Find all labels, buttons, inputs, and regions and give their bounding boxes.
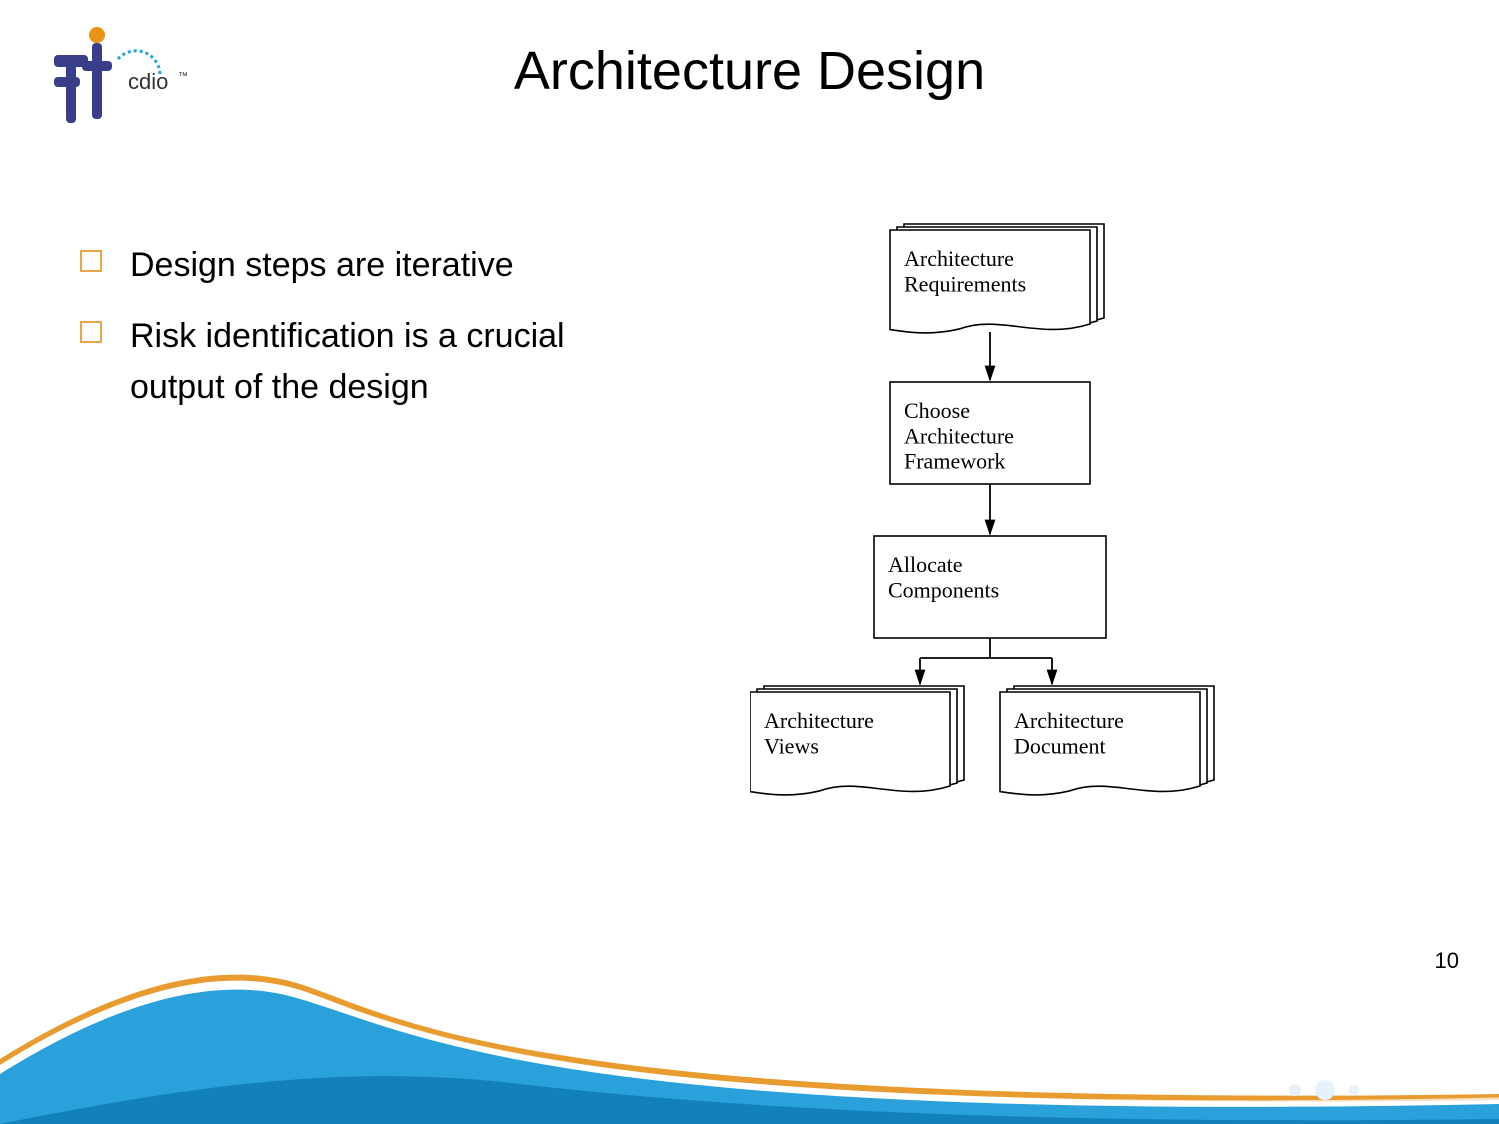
bullet-square-icon	[80, 250, 102, 272]
list-item: Design steps are iterative	[80, 240, 640, 291]
svg-text:Architecture: Architecture	[1014, 708, 1124, 733]
svg-text:Architecture: Architecture	[764, 708, 874, 733]
footer-dots	[1289, 1080, 1359, 1100]
svg-text:Architecture: Architecture	[904, 423, 1014, 448]
bullet-square-icon	[80, 321, 102, 343]
dot-icon	[1315, 1080, 1335, 1100]
svg-text:Requirements: Requirements	[904, 271, 1026, 296]
flowchart: ArchitectureRequirementsChooseArchitectu…	[750, 220, 1250, 840]
page-title: Architecture Design	[0, 40, 1499, 102]
dot-icon	[1349, 1085, 1359, 1095]
bullet-list: Design steps are iterative Risk identifi…	[80, 240, 640, 433]
svg-text:Choose: Choose	[904, 398, 970, 423]
svg-text:Views: Views	[764, 733, 819, 758]
footer-wave	[0, 924, 1499, 1124]
svg-text:Architecture: Architecture	[904, 246, 1014, 271]
bullet-text: Risk identification is a crucial output …	[130, 311, 640, 413]
dot-icon	[1289, 1084, 1301, 1096]
list-item: Risk identification is a crucial output …	[80, 311, 640, 413]
svg-text:Allocate: Allocate	[888, 552, 963, 577]
svg-text:Framework: Framework	[904, 449, 1005, 474]
svg-text:Components: Components	[888, 577, 999, 602]
bullet-text: Design steps are iterative	[130, 240, 514, 291]
svg-text:Document: Document	[1014, 733, 1106, 758]
